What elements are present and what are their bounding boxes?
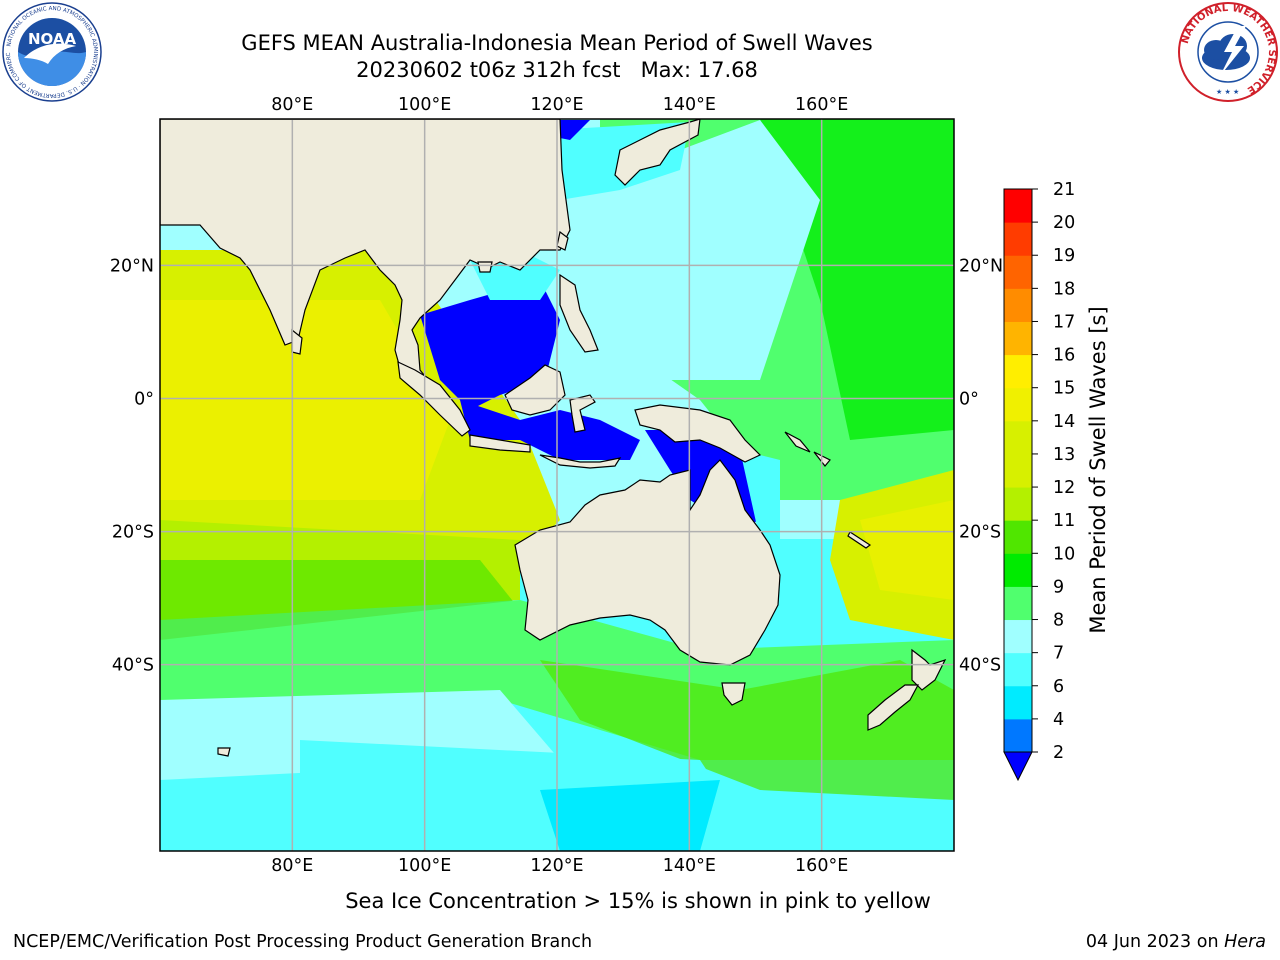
land-japan <box>614 119 701 186</box>
colorbar-segment <box>1004 652 1032 687</box>
land-sulawesi <box>569 394 596 433</box>
colorbar-tick-label: 21 <box>1053 180 1075 200</box>
lon-label-top: 120°E <box>530 95 583 115</box>
colorbar-tick-label: 14 <box>1053 412 1075 432</box>
lat-label-left: 20°N <box>110 256 154 276</box>
colorbar-tick-label: 9 <box>1053 577 1064 597</box>
colorbar-tick-label: 7 <box>1053 644 1064 664</box>
lon-label-top: 160°E <box>795 95 848 115</box>
noaa-logo: NATIONAL OCEANIC AND ATMOSPHERIC ADMINIS… <box>2 2 102 102</box>
lon-label-top: 80°E <box>271 95 313 115</box>
colorbar-tick-label: 8 <box>1053 611 1064 631</box>
land-masses <box>160 119 947 757</box>
land-australia <box>514 459 781 666</box>
colorbar-tick-label: 16 <box>1053 346 1075 366</box>
land-kerguelen <box>217 747 231 757</box>
land-hainan <box>477 261 493 273</box>
lat-label-right: 20°N <box>959 256 1003 276</box>
colorbar-tick-label: 11 <box>1053 511 1075 531</box>
lat-label-left: 0° <box>134 389 154 409</box>
colorbar-segment <box>1004 685 1032 720</box>
colorbar-tick-label: 4 <box>1053 710 1064 730</box>
colorbar-segment <box>1004 189 1032 223</box>
colorbar-tick-label: 10 <box>1053 544 1075 564</box>
lat-label-right: 0° <box>959 389 979 409</box>
graticule <box>160 119 954 851</box>
land-borneo <box>504 364 566 416</box>
svg-text:★ ★ ★: ★ ★ ★ <box>1216 88 1239 96</box>
noaa-logo-text: NOAA <box>28 30 77 48</box>
colorbar-segment <box>1004 619 1032 654</box>
colorbar-segment <box>1004 354 1032 389</box>
colorbar-segment <box>1004 321 1032 356</box>
lon-label-bottom: 140°E <box>663 856 716 876</box>
colorbar-segment <box>1004 453 1032 488</box>
colorbar-tick-label: 19 <box>1053 246 1075 266</box>
lat-label-right: 40°S <box>959 656 1001 676</box>
colorbar-tick-label: 17 <box>1053 312 1075 332</box>
sea-ice-note: Sea Ice Concentration > 15% is shown in … <box>345 889 931 913</box>
lat-label-right: 20°S <box>959 523 1001 543</box>
land-new-caledonia <box>847 531 872 549</box>
colorbar-segment <box>1004 553 1032 587</box>
colorbar-segment <box>1004 718 1032 753</box>
colorbar-segment <box>1004 255 1032 289</box>
nws-logo: NATIONAL WEATHER SERVICE ★ ★ ★ <box>1178 2 1278 102</box>
lat-label-left: 20°S <box>112 523 154 543</box>
land-taiwan <box>556 230 569 251</box>
land-nz-south <box>867 684 919 731</box>
land-philippines <box>559 273 599 353</box>
lon-label-top: 140°E <box>663 95 716 115</box>
lon-label-top: 100°E <box>398 95 451 115</box>
colorbar-tick-label: 20 <box>1053 213 1075 233</box>
lat-label-left: 40°S <box>112 656 154 676</box>
colorbar-tick-label: 15 <box>1053 379 1075 399</box>
lon-label-bottom: 80°E <box>271 856 313 876</box>
lon-label-bottom: 120°E <box>530 856 583 876</box>
colorbar-segment <box>1004 288 1032 322</box>
land-nz-north <box>911 648 947 691</box>
colorbar-extend-triangle <box>1003 751 1033 782</box>
land-java <box>469 434 531 453</box>
colorbar-tick-label: 2 <box>1053 743 1064 763</box>
run-host: Hera <box>1224 932 1266 952</box>
land-tasmania <box>721 682 746 706</box>
colorbar-outline <box>1003 188 1033 753</box>
map-frame <box>159 118 955 852</box>
lon-label-bottom: 160°E <box>795 856 848 876</box>
run-date-text: 04 Jun 2023 on <box>1085 932 1219 952</box>
colorbar-segment <box>1004 420 1032 455</box>
land-new-guinea <box>634 404 762 463</box>
map-subtitle: 20230602 t06z 312h fcst Max: 17.68 <box>356 58 758 82</box>
colorbar-segment <box>1004 520 1032 554</box>
colorbar: 2 4 6 7 8 9 10 11 12 13 14 15 16 17 18 19 20 21 <box>1003 180 1075 782</box>
credit-text: NCEP/EMC/Verification Post Processing Pr… <box>13 932 593 952</box>
axis-labels: 80°E 80°E 100°E 100°E 120°E 120°E 140°E 140°E 16… <box>110 95 1003 876</box>
colorbar-tick-label: 6 <box>1053 677 1064 697</box>
colorbar-tick-label: 18 <box>1053 279 1075 299</box>
land-lesser-sunda <box>539 454 622 469</box>
colorbar-label: Mean Period of Swell Waves [s] <box>1086 306 1110 633</box>
run-date: 04 Jun 2023 on Hera <box>1086 932 1266 952</box>
map-title: GEFS MEAN Australia-Indonesia Mean Perio… <box>241 31 873 55</box>
colorbar-segment <box>1004 487 1032 521</box>
colorbar-segment <box>1004 387 1032 422</box>
colorbar-tick-label: 12 <box>1053 478 1075 498</box>
colorbar-segment <box>1004 586 1032 621</box>
colorbar-tick-label: 13 <box>1053 445 1075 465</box>
colorbar-segment <box>1004 222 1032 256</box>
lon-label-bottom: 100°E <box>398 856 451 876</box>
